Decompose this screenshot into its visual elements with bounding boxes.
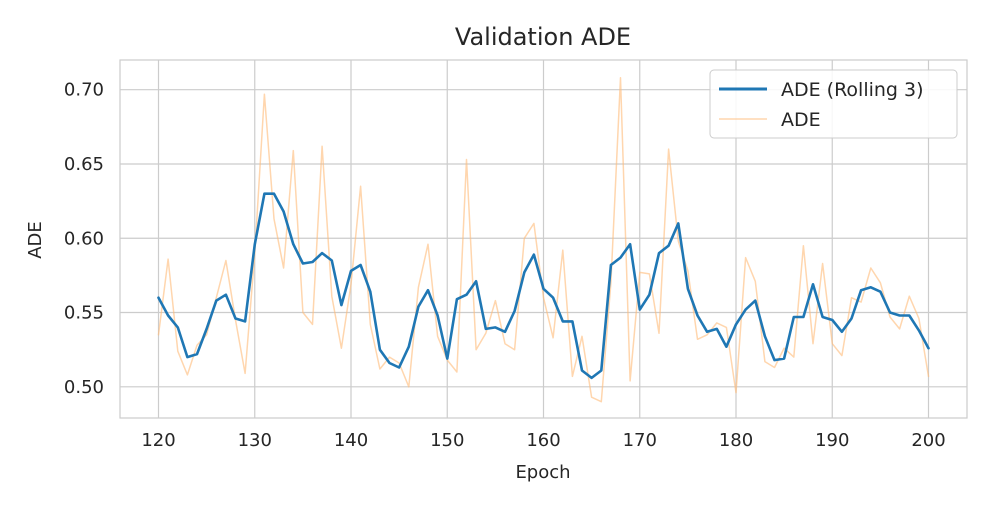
x-tick-label: 150 [430, 430, 464, 451]
series-line-rolling [157, 192, 930, 380]
y-axis-ticks: 0.50 0.55 0.60 0.65 0.70 [64, 80, 104, 398]
legend: ADE (Rolling 3) ADE [709, 69, 958, 139]
chart-title: Validation ADE [455, 23, 631, 51]
legend-box [709, 69, 958, 139]
y-tick-label: 0.60 [64, 228, 104, 249]
x-axis-label: Epoch [515, 462, 570, 483]
y-tick-label: 0.70 [64, 80, 104, 101]
x-tick-label: 140 [334, 430, 368, 451]
legend-label-ade: ADE [781, 109, 821, 131]
plot-frame [119, 59, 968, 419]
series-layer [157, 77, 930, 403]
x-axis-ticks: 120 130 140 150 160 170 180 190 200 [141, 430, 945, 451]
y-tick-label: 0.50 [64, 377, 104, 398]
x-tick-label: 120 [141, 430, 175, 451]
x-tick-label: 130 [238, 430, 272, 451]
x-tick-label: 200 [911, 430, 945, 451]
legend-label-rolling: ADE (Rolling 3) [781, 79, 924, 101]
x-tick-label: 160 [526, 430, 560, 451]
series-line-ade [157, 77, 930, 403]
y-axis-label: ADE [25, 221, 46, 259]
x-tick-label: 180 [719, 430, 753, 451]
y-tick-label: 0.65 [64, 154, 104, 175]
y-tick-label: 0.55 [64, 303, 104, 324]
x-tick-label: 190 [815, 430, 849, 451]
x-tick-label: 170 [623, 430, 657, 451]
